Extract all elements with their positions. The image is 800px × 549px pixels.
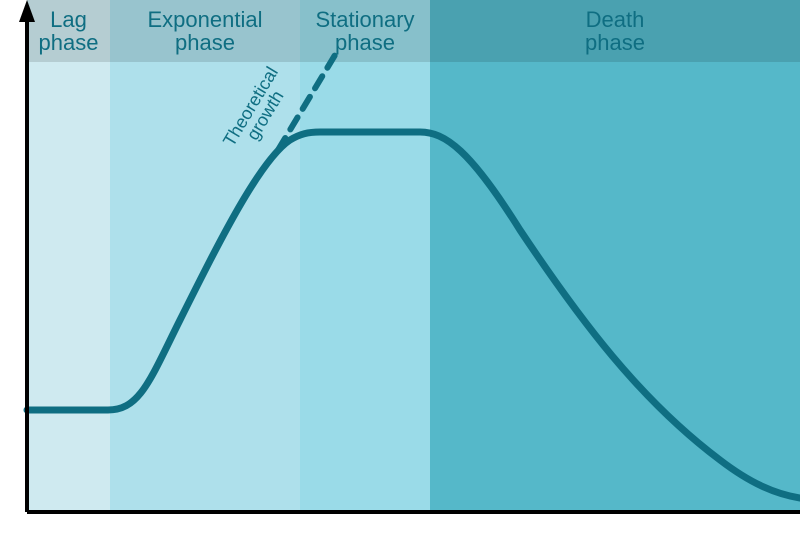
header-band	[27, 0, 800, 62]
phase-band-exponential	[110, 0, 300, 512]
growth-curve-chart: LagphaseExponentialphaseStationaryphaseD…	[0, 0, 800, 549]
chart-svg	[0, 0, 800, 549]
phase-band-lag	[27, 0, 110, 512]
phase-band-death	[430, 0, 800, 512]
